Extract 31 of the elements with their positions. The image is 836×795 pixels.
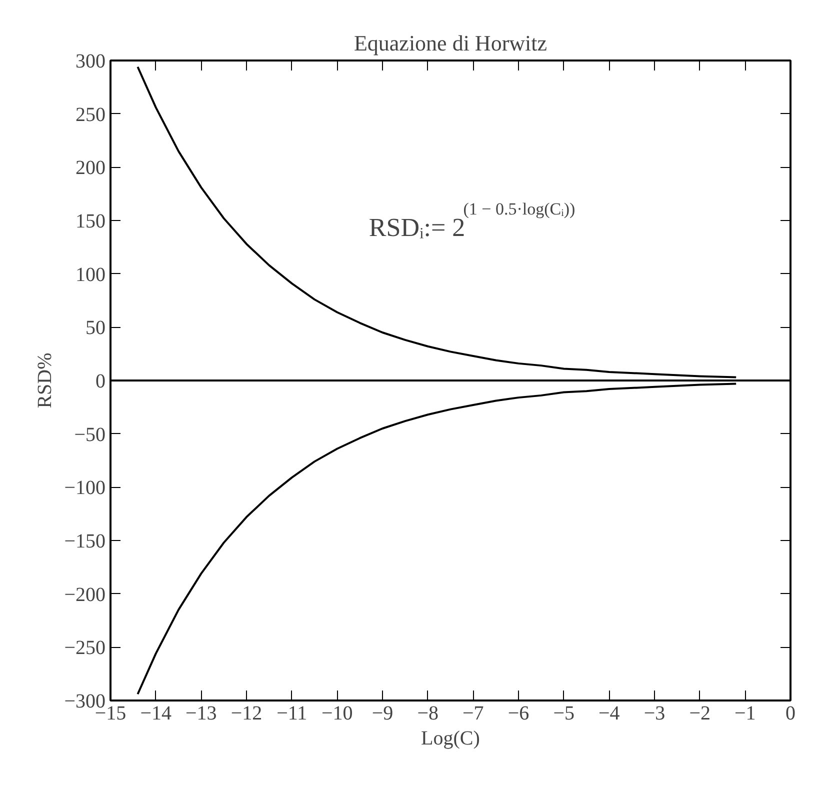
x-tick-label: −6 [508,702,530,724]
x-tick-label: −12 [230,702,262,724]
x-tick-label: −10 [322,702,353,724]
y-tick-label: 100 [76,264,106,286]
x-tick-label: −11 [276,702,308,724]
annotation: RSDᵢ:= 2(1 − 0.5·log(Cᵢ)) [368,199,576,242]
y-tick-label: 150 [76,210,106,232]
y-tick-label: −150 [64,530,106,552]
x-tick-label: −5 [553,702,574,724]
x-tick-label: 0 [786,702,796,724]
x-tick-label: −9 [372,702,394,724]
x-tick-label: −1 [734,702,756,724]
x-tick-label: −8 [417,702,438,724]
x-tick-label: −7 [462,702,484,724]
y-tick-label: −200 [64,584,106,606]
y-axis-title: RSD% [34,352,56,408]
y-tick-label: 250 [76,104,106,126]
x-tick-label: −13 [186,702,217,724]
chart-title: Equazione di Horwitz [354,30,548,56]
y-tick-label: 0 [96,370,106,392]
y-tick-label: −250 [64,637,106,660]
y-tick-label: 200 [76,157,106,180]
y-tick-label: 50 [86,317,106,340]
y-tick-label: −100 [64,477,106,500]
x-tick-label: −14 [140,702,172,724]
x-axis-title: Log(C) [421,728,480,750]
y-tick-label: −50 [74,424,106,446]
x-tick-label: −3 [644,702,666,724]
y-tick-label: 300 [76,50,106,72]
x-tick-label: −2 [689,702,710,724]
x-tick-label: −4 [598,702,620,724]
